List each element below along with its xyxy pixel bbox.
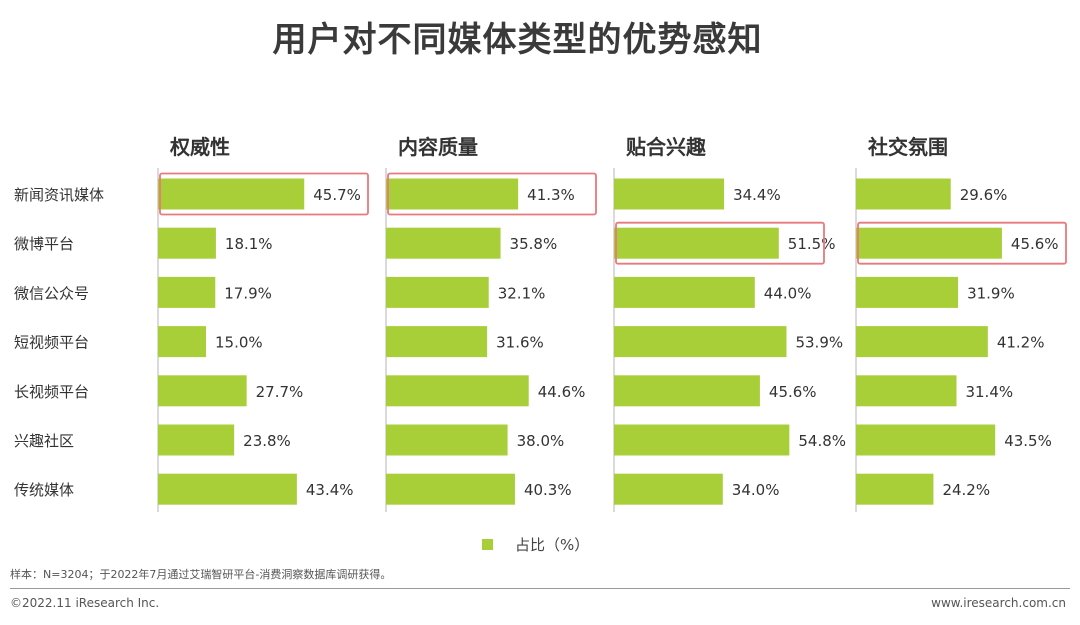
- bar: [386, 326, 488, 358]
- data-label: 53.9%: [795, 334, 843, 352]
- bar: [614, 326, 787, 358]
- bar: [158, 178, 305, 210]
- panel-title: 贴合兴趣: [626, 135, 707, 159]
- data-label: 32.1%: [498, 284, 546, 302]
- bar: [614, 178, 725, 210]
- data-label: 18.1%: [225, 235, 273, 253]
- bar: [856, 473, 934, 505]
- category-label: 兴趣社区: [14, 432, 74, 450]
- data-label: 23.8%: [243, 432, 291, 450]
- data-label: 34.0%: [732, 481, 780, 499]
- data-label: 38.0%: [517, 432, 565, 450]
- legend: 占比（%）: [482, 534, 589, 555]
- category-label: 微博平台: [14, 235, 74, 253]
- data-label: 44.6%: [538, 383, 586, 401]
- bar: [386, 375, 529, 407]
- highlight-box: [387, 172, 597, 216]
- bar: [614, 276, 755, 308]
- data-label: 15.0%: [215, 334, 263, 352]
- data-label: 24.2%: [942, 481, 990, 499]
- category-label: 短视频平台: [14, 334, 89, 352]
- bar: [856, 326, 988, 358]
- data-label: 41.3%: [527, 186, 575, 204]
- data-label: 45.6%: [769, 383, 817, 401]
- data-label: 43.5%: [1004, 432, 1052, 450]
- category-label: 长视频平台: [14, 383, 89, 401]
- data-label: 31.6%: [496, 334, 544, 352]
- bar: [158, 276, 216, 308]
- bar: [158, 473, 297, 505]
- footer-website: www.iresearch.com.cn: [931, 596, 1066, 610]
- bar: [386, 227, 501, 259]
- legend-swatch: [482, 539, 493, 550]
- panel-title: 社交氛围: [867, 135, 948, 159]
- data-label: 44.0%: [764, 284, 812, 302]
- page-title: 用户对不同媒体类型的优势感知: [272, 20, 763, 60]
- data-label: 51.5%: [788, 235, 836, 253]
- category-label: 微信公众号: [14, 284, 89, 302]
- highlight-box: [857, 221, 1067, 265]
- category-label: 传统媒体: [14, 481, 74, 499]
- data-label: 45.6%: [1011, 235, 1059, 253]
- data-label: 31.4%: [965, 383, 1013, 401]
- bar: [386, 473, 515, 505]
- data-label: 29.6%: [960, 186, 1008, 204]
- bar: [158, 375, 247, 407]
- bar: [856, 227, 1002, 259]
- footer-divider: [10, 588, 1070, 589]
- bar: [158, 227, 216, 259]
- bar: [614, 375, 760, 407]
- data-label: 35.8%: [510, 235, 558, 253]
- data-label: 34.4%: [733, 186, 781, 204]
- bar: [386, 424, 508, 456]
- data-label: 31.9%: [967, 284, 1015, 302]
- data-label: 54.8%: [798, 432, 846, 450]
- highlight-box: [615, 221, 825, 265]
- panel-title: 权威性: [169, 135, 230, 159]
- bar: [856, 178, 951, 210]
- category-label: 新闻资讯媒体: [14, 186, 104, 204]
- bar: [856, 375, 957, 407]
- bar: [158, 424, 235, 456]
- bar: [386, 276, 489, 308]
- bar: [856, 276, 959, 308]
- bar: [158, 326, 206, 358]
- footer-copyright: ©2022.11 iResearch Inc.: [10, 596, 160, 610]
- highlight-box: [159, 172, 369, 216]
- bar: [614, 227, 779, 259]
- bar: [614, 473, 723, 505]
- data-label: 45.7%: [313, 186, 361, 204]
- data-label: 40.3%: [524, 481, 572, 499]
- legend-label: 占比（%）: [515, 536, 590, 554]
- bar: [386, 178, 519, 210]
- data-label: 41.2%: [997, 334, 1045, 352]
- panel-title: 内容质量: [398, 135, 478, 159]
- data-label: 43.4%: [306, 481, 354, 499]
- bar: [856, 424, 996, 456]
- sample-note: 样本：N=3204；于2022年7月通过艾瑞智研平台-消费洞察数据库调研获得。: [10, 568, 392, 581]
- data-label: 27.7%: [256, 383, 304, 401]
- data-label: 17.9%: [224, 284, 272, 302]
- bar: [614, 424, 790, 456]
